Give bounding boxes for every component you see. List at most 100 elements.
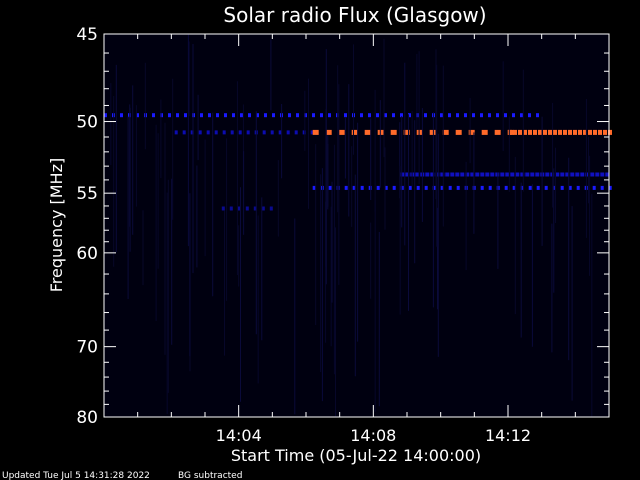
band-segment (504, 185, 508, 190)
band-segment (376, 113, 379, 118)
band-segment (325, 129, 332, 135)
band-segment (198, 130, 202, 135)
plot-frame (103, 33, 610, 418)
band-segment (440, 113, 443, 118)
band-segment (405, 172, 410, 177)
band-segment (230, 130, 234, 135)
y-axis-label: Frequency [MHz] (47, 158, 66, 292)
band-segment (216, 113, 219, 118)
band-segment (504, 113, 507, 118)
band-segment (448, 185, 452, 190)
band-segment (568, 185, 572, 190)
band-segment (120, 113, 123, 118)
band-segment (578, 129, 582, 135)
band-segment (480, 185, 484, 190)
band-segment (455, 129, 462, 135)
x-axis-label: Start Time (05-Jul-22 14:00:00) (231, 446, 481, 465)
band-segment (588, 129, 592, 135)
band-segment (425, 172, 430, 177)
band-segment (200, 113, 203, 118)
band-segment (272, 113, 275, 118)
band-segment (600, 172, 605, 177)
band-segment (222, 130, 226, 135)
band-segment (598, 129, 602, 135)
band-segment (555, 172, 560, 177)
band-segment (560, 172, 565, 177)
band-segment (320, 113, 323, 118)
band-segment (520, 185, 524, 190)
band-segment (593, 129, 597, 135)
band-segment (310, 130, 314, 135)
band-segment (104, 113, 107, 118)
band-segment (424, 113, 427, 118)
band-segment (605, 172, 610, 177)
band-segment (160, 113, 163, 118)
band-segment (528, 185, 532, 190)
band-segment (294, 130, 298, 135)
band-segment (246, 130, 250, 135)
band-segment (488, 185, 492, 190)
band-segment (565, 172, 570, 177)
band-segment (523, 129, 527, 135)
band-segment (573, 129, 577, 135)
band-segment (174, 130, 178, 135)
band-segment (465, 172, 470, 177)
band-segment (176, 113, 179, 118)
band-segment (400, 113, 403, 118)
band-segment (528, 113, 531, 118)
band-segment (500, 172, 505, 177)
band-segment (344, 113, 347, 118)
band-segment (338, 129, 345, 135)
band-segment (344, 185, 348, 190)
band-segment (384, 113, 387, 118)
band-segment (533, 129, 537, 135)
y-tick-labels: 45 50 55 60 70 80 (76, 25, 98, 428)
band-segment (364, 129, 371, 135)
band-segment (261, 206, 265, 211)
noise-streaks (103, 34, 593, 417)
band-segment (496, 113, 499, 118)
band-segment (237, 206, 241, 211)
band-segment (416, 113, 419, 118)
band-segment (184, 113, 187, 118)
band-segment (302, 130, 306, 135)
band-segment (248, 113, 251, 118)
band-segment (403, 129, 410, 135)
band-segment (510, 172, 515, 177)
band-segment (416, 129, 423, 135)
band-segment (570, 172, 575, 177)
band-segment (608, 185, 612, 190)
band-segment (475, 172, 480, 177)
band-segment (264, 113, 267, 118)
band-segment (568, 129, 572, 135)
band-segment (592, 185, 596, 190)
band-segment (460, 172, 465, 177)
band-segment (440, 172, 445, 177)
band-segment (608, 129, 612, 135)
band-segment (376, 185, 380, 190)
band-segment (536, 113, 539, 118)
band-segment (480, 113, 483, 118)
band-segment (312, 129, 319, 135)
y-tick-label: 55 (76, 184, 98, 204)
axis-ticks (104, 33, 609, 418)
x-tick-label: 14:12 (485, 426, 531, 445)
band-segment (253, 206, 257, 211)
band-segment (515, 172, 520, 177)
band-segment (392, 113, 395, 118)
band-segment (450, 172, 455, 177)
band-segment (481, 129, 488, 135)
band-segment (585, 172, 590, 177)
band-segment (530, 172, 535, 177)
band-segment (440, 185, 444, 190)
y-tick-label: 50 (76, 113, 98, 133)
band-segment (328, 113, 331, 118)
band-segment (214, 130, 218, 135)
band-segment (590, 172, 595, 177)
band-segment (206, 130, 210, 135)
band-segment (416, 185, 420, 190)
band-segment (520, 113, 523, 118)
emission-bands (104, 113, 612, 211)
band-segment (360, 113, 363, 118)
